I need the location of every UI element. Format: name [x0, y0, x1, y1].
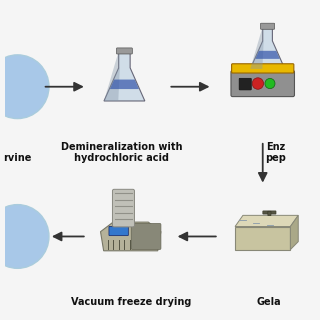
FancyBboxPatch shape	[239, 78, 251, 90]
Polygon shape	[250, 28, 285, 69]
FancyBboxPatch shape	[231, 70, 294, 97]
Polygon shape	[104, 53, 120, 101]
FancyBboxPatch shape	[263, 211, 276, 214]
FancyBboxPatch shape	[268, 211, 271, 216]
Text: Enz
pep: Enz pep	[265, 141, 286, 163]
FancyBboxPatch shape	[260, 23, 275, 29]
Text: Gela: Gela	[257, 297, 281, 307]
Circle shape	[252, 78, 264, 89]
Polygon shape	[100, 222, 161, 251]
Circle shape	[265, 78, 275, 89]
Circle shape	[0, 204, 49, 268]
FancyBboxPatch shape	[112, 189, 134, 227]
Polygon shape	[235, 215, 298, 227]
Polygon shape	[110, 80, 139, 89]
Text: Demineralization with
hydrochloric acid: Demineralization with hydrochloric acid	[60, 141, 182, 163]
Polygon shape	[255, 51, 280, 59]
Text: Vacuum freeze drying: Vacuum freeze drying	[70, 297, 191, 307]
FancyBboxPatch shape	[232, 64, 294, 73]
FancyBboxPatch shape	[131, 223, 161, 250]
FancyBboxPatch shape	[116, 48, 132, 54]
FancyBboxPatch shape	[109, 226, 128, 236]
Polygon shape	[250, 28, 264, 69]
Circle shape	[0, 55, 49, 119]
Polygon shape	[235, 227, 290, 250]
Polygon shape	[104, 53, 145, 101]
Text: rvine: rvine	[3, 153, 32, 163]
Polygon shape	[290, 215, 298, 250]
